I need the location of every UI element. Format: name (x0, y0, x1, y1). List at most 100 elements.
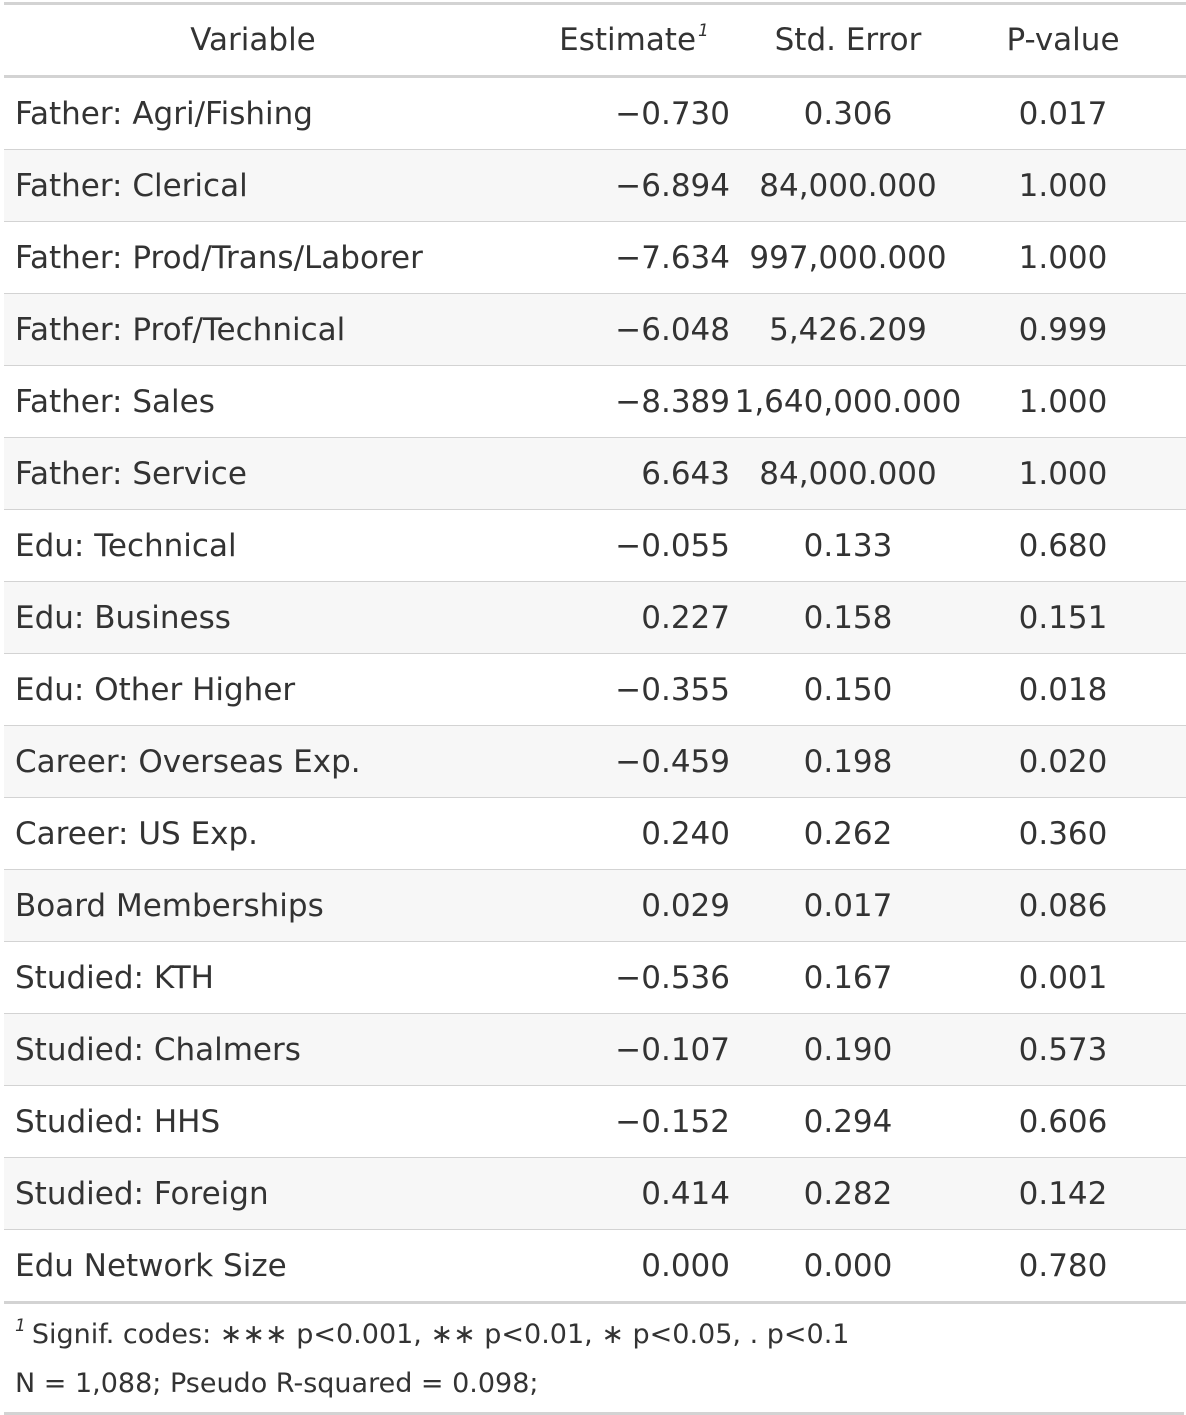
cell-std-error: 0.017 (730, 869, 966, 942)
cell-estimate: −7.634 (502, 221, 730, 294)
cell-std-error: 0.198 (730, 725, 966, 798)
table-row: Father: Sales −8.389 1,640,000.000 1.000 (4, 365, 1186, 438)
cell-signif (1160, 365, 1186, 438)
cell-p-value: 0.151 (966, 581, 1160, 654)
cell-std-error: 0.167 (730, 941, 966, 1014)
table-row: Studied: Foreign 0.414 0.282 0.142 (4, 1157, 1186, 1230)
table-row: Father: Prof/Technical −6.048 5,426.209 0.9… (4, 293, 1186, 366)
cell-p-value: 1.000 (966, 149, 1160, 222)
cell-p-value: 0.086 (966, 869, 1160, 942)
cell-variable: Father: Clerical (4, 149, 502, 222)
cell-p-value: 0.573 (966, 1013, 1160, 1086)
cell-std-error: 0.282 (730, 1157, 966, 1230)
cell-p-value: 0.360 (966, 797, 1160, 870)
cell-estimate: 0.029 (502, 869, 730, 942)
cell-signif: * (1160, 653, 1186, 726)
cell-p-value: 0.680 (966, 509, 1160, 582)
cell-variable: Edu Network Size (4, 1229, 502, 1304)
header-estimate: Estimate 1 (502, 2, 730, 78)
cell-variable: Career: US Exp. (4, 797, 502, 870)
table-row: Father: Clerical −6.894 84,000.000 1.000 (4, 149, 1186, 222)
cell-std-error: 997,000.000 (730, 221, 966, 294)
cell-variable: Father: Prof/Technical (4, 293, 502, 366)
cell-signif (1160, 149, 1186, 222)
cell-signif: . (1160, 869, 1186, 942)
cell-signif (1160, 437, 1186, 510)
footnote-signif-codes-text: Signif. codes: ∗∗∗ p<0.001, ∗∗ p<0.01, ∗… (31, 1319, 850, 1350)
cell-variable: Edu: Other Higher (4, 653, 502, 726)
cell-estimate: −0.152 (502, 1085, 730, 1158)
cell-std-error: 0.306 (730, 76, 966, 150)
cell-signif (1160, 1157, 1186, 1230)
footnote-mark: 1 (15, 1316, 26, 1336)
cell-std-error: 0.294 (730, 1085, 966, 1158)
cell-variable: Edu: Business (4, 581, 502, 654)
cell-p-value: 0.020 (966, 725, 1160, 798)
cell-signif (1160, 293, 1186, 366)
cell-estimate: −0.107 (502, 1013, 730, 1086)
cell-variable: Father: Sales (4, 365, 502, 438)
cell-variable: Edu: Technical (4, 509, 502, 582)
cell-std-error: 0.262 (730, 797, 966, 870)
cell-signif: * (1160, 76, 1186, 150)
cell-signif (1160, 509, 1186, 582)
cell-estimate: −6.048 (502, 293, 730, 366)
cell-std-error: 0.190 (730, 1013, 966, 1086)
header-std-error: Std. Error (730, 2, 966, 78)
cell-estimate: 6.643 (502, 437, 730, 510)
cell-p-value: 0.018 (966, 653, 1160, 726)
table-row: Father: Prod/Trans/Laborer −7.634 997,000.… (4, 221, 1186, 294)
header-row: Variable Estimate 1 Std. Error P-value (4, 2, 1186, 78)
table-row: Father: Service 6.643 84,000.000 1.000 (4, 437, 1186, 510)
table-body: Father: Agri/Fishing−0.7300.3060.017*Fat… (4, 76, 1186, 1304)
cell-signif: * (1160, 725, 1186, 798)
cell-std-error: 0.158 (730, 581, 966, 654)
cell-estimate: 0.240 (502, 797, 730, 870)
table-header: Variable Estimate 1 Std. Error P-value (4, 2, 1186, 78)
regression-table: Variable Estimate 1 Std. Error P-value Fa… (4, 2, 1186, 1304)
cell-std-error: 0.000 (730, 1229, 966, 1304)
table-row: Studied: HHS −0.152 0.294 0.606 (4, 1085, 1186, 1158)
cell-std-error: 0.133 (730, 509, 966, 582)
cell-estimate: −0.536 (502, 941, 730, 1014)
footnote-model-summary: N = 1,088; Pseudo R-squared = 0.098; (15, 1354, 1184, 1412)
cell-std-error: 84,000.000 (730, 437, 966, 510)
cell-std-error: 0.150 (730, 653, 966, 726)
cell-variable: Career: Overseas Exp. (4, 725, 502, 798)
cell-variable: Father: Service (4, 437, 502, 510)
cell-signif (1160, 1013, 1186, 1086)
table-footnotes: 1 Signif. codes: ∗∗∗ p<0.001, ∗∗ p<0.01, … (4, 1304, 1184, 1415)
table-row: Edu Network Size 0.000 0.000 0.780 (4, 1229, 1186, 1304)
cell-p-value: 0.999 (966, 293, 1160, 366)
header-std-error-label: Std. Error (774, 22, 922, 58)
cell-std-error: 1,640,000.000 (730, 365, 966, 438)
cell-signif (1160, 1085, 1186, 1158)
cell-variable: Father: Prod/Trans/Laborer (4, 221, 502, 294)
cell-std-error: 84,000.000 (730, 149, 966, 222)
cell-signif (1160, 1229, 1186, 1304)
header-estimate-label: Estimate (559, 22, 697, 58)
footnote-signif-codes: 1 Signif. codes: ∗∗∗ p<0.001, ∗∗ p<0.01, … (15, 1304, 1184, 1354)
table-row: Career: US Exp. 0.240 0.262 0.360 (4, 797, 1186, 870)
cell-variable: Studied: Chalmers (4, 1013, 502, 1086)
header-p-value: P-value (966, 2, 1160, 78)
cell-p-value: 0.780 (966, 1229, 1160, 1304)
cell-signif (1160, 797, 1186, 870)
header-estimate-footnote-mark: 1 (698, 21, 709, 41)
cell-p-value: 1.000 (966, 365, 1160, 438)
cell-estimate: 0.414 (502, 1157, 730, 1230)
table-row: Studied: Chalmers −0.107 0.190 0.573 (4, 1013, 1186, 1086)
cell-estimate: −6.894 (502, 149, 730, 222)
cell-std-error: 5,426.209 (730, 293, 966, 366)
cell-signif: ** (1160, 941, 1186, 1014)
cell-signif (1160, 581, 1186, 654)
cell-estimate: −0.355 (502, 653, 730, 726)
cell-p-value: 1.000 (966, 437, 1160, 510)
table-row: Edu: Technical −0.055 0.133 0.680 (4, 509, 1186, 582)
cell-estimate: 0.227 (502, 581, 730, 654)
